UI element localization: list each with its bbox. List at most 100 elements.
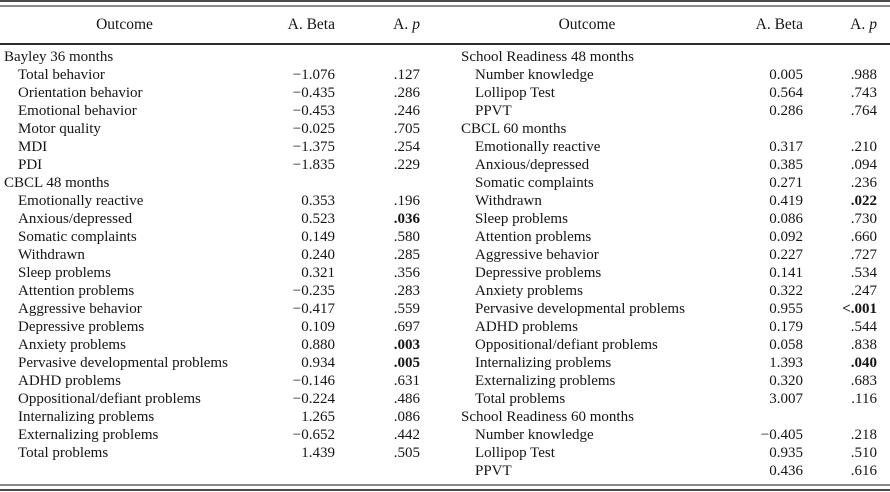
p-value: .559: [393, 301, 420, 317]
p-value: .283: [393, 283, 420, 299]
p-value: [335, 48, 420, 66]
section-row: School Readiness 60 months: [461, 408, 877, 426]
beta-value: −0.435: [292, 85, 335, 101]
table-row: Withdrawn 0.419 .022: [461, 192, 877, 210]
beta-value: 0.271: [769, 175, 803, 191]
outcome-label: Anxiety problems: [18, 337, 126, 353]
p-value: .631: [393, 373, 420, 389]
table-row: Internalizing problems 1.265 .086: [4, 408, 420, 426]
beta-value: −1.076: [292, 67, 335, 83]
outcome-label: Lollipop Test: [475, 445, 555, 461]
beta-value: 0.353: [301, 193, 335, 209]
table-row: Aggressive behavior −0.417 .559: [4, 300, 420, 318]
outcome-label: Total problems: [18, 445, 109, 461]
beta-value: 3.007: [769, 391, 803, 407]
table-row: Oppositional/defiant problems 0.058 .838: [461, 336, 877, 354]
outcome-label: Aggressive behavior: [18, 301, 142, 317]
outcome-label: Oppositional/defiant problems: [18, 391, 201, 407]
p-value: [803, 48, 877, 66]
p-value: .534: [850, 265, 877, 281]
outcome-label: PDI: [18, 157, 43, 173]
beta-value: [713, 120, 803, 138]
outcome-label: Aggressive behavior: [475, 247, 599, 263]
table-row: Pervasive developmental problems 0.955 <.0…: [461, 300, 877, 318]
p-value: .236: [850, 175, 877, 191]
beta-value: −0.453: [292, 103, 335, 119]
table-row: Motor quality −0.025 .705: [4, 120, 420, 138]
beta-value: −0.025: [292, 121, 335, 137]
p-value: .544: [850, 319, 877, 335]
beta-value: −0.224: [292, 391, 335, 407]
table-row: Anxiety problems 0.880 .003: [4, 336, 420, 354]
p-value: .218: [850, 427, 877, 443]
p-value: <.001: [842, 301, 877, 317]
beta-value: [713, 48, 803, 66]
table-body-right: School Readiness 48 months Number knowled…: [445, 48, 890, 480]
p-value: .697: [393, 319, 420, 335]
beta-value: 0.385: [769, 157, 803, 173]
p-value: .210: [850, 139, 877, 155]
table-row: ADHD problems 0.179 .544: [461, 318, 877, 336]
outcome-label: Emotional behavior: [18, 103, 137, 119]
beta-value: 0.179: [769, 319, 803, 335]
table-body-left: Bayley 36 months Total behavior −1.076 .127…: [0, 48, 445, 480]
table-row: Oppositional/defiant problems −0.224 .486: [4, 390, 420, 408]
beta-value: [713, 408, 803, 426]
beta-value: 0.322: [769, 283, 803, 299]
p-header-prefix: A.: [393, 16, 409, 33]
outcome-label: Attention problems: [475, 229, 592, 245]
beta-value: −0.652: [292, 427, 335, 443]
table-row: Depressive problems 0.109 .697: [4, 318, 420, 336]
beta-value: 0.240: [301, 247, 335, 263]
p-value: .743: [850, 85, 877, 101]
outcome-label: Depressive problems: [475, 265, 602, 281]
beta-value: 1.393: [769, 355, 803, 371]
table-row: MDI −1.375 .254: [4, 138, 420, 156]
p-value: .086: [393, 409, 420, 425]
table-row: ADHD problems −0.146 .631: [4, 372, 420, 390]
p-value: .196: [393, 193, 420, 209]
beta-value: 1.265: [301, 409, 335, 425]
beta-column-header: A. Beta: [287, 16, 335, 33]
table-row: Emotionally reactive 0.317 .210: [461, 138, 877, 156]
beta-value: [245, 174, 335, 192]
outcome-label: Orientation behavior: [18, 85, 143, 101]
beta-value: 0.086: [769, 211, 803, 227]
table-row: Attention problems 0.092 .660: [461, 228, 877, 246]
beta-value: 0.523: [301, 211, 335, 227]
table-row: Somatic complaints 0.271 .236: [461, 174, 877, 192]
table-top-rule: [0, 0, 890, 7]
p-value: .022: [850, 193, 877, 209]
table-row: Orientation behavior −0.435 .286: [4, 84, 420, 102]
beta-value: 0.880: [301, 337, 335, 353]
beta-value: 0.058: [769, 337, 803, 353]
beta-value: −1.375: [292, 139, 335, 155]
p-value: .116: [851, 391, 877, 407]
outcome-label: Oppositional/defiant problems: [475, 337, 658, 353]
p-value: [803, 408, 877, 426]
table-row: Somatic complaints 0.149 .580: [4, 228, 420, 246]
beta-value: 0.436: [769, 463, 803, 479]
table-row: PDI −1.835 .229: [4, 156, 420, 174]
beta-value: 0.092: [769, 229, 803, 245]
table-bottom-rule: [0, 484, 890, 491]
beta-value: 1.439: [301, 445, 335, 461]
p-value: .005: [393, 355, 420, 371]
p-value: .764: [850, 103, 877, 119]
outcome-label: Bayley 36 months: [4, 49, 114, 65]
beta-value: −0.146: [292, 373, 335, 389]
outcome-label: Somatic complaints: [475, 175, 594, 191]
p-value: .580: [393, 229, 420, 245]
p-value: .988: [850, 67, 877, 83]
p-value: .705: [393, 121, 420, 137]
section-row: Bayley 36 months: [4, 48, 420, 66]
p-value: .727: [850, 247, 877, 263]
table-row: Sleep problems 0.086 .730: [461, 210, 877, 228]
p-value: .254: [393, 139, 420, 155]
outcome-label: Depressive problems: [18, 319, 145, 335]
table-row: Anxiety problems 0.322 .247: [461, 282, 877, 300]
table-row: Anxious/depressed 0.523 .036: [4, 210, 420, 228]
table-row: Withdrawn 0.240 .285: [4, 246, 420, 264]
table-row: Total behavior −1.076 .127: [4, 66, 420, 84]
